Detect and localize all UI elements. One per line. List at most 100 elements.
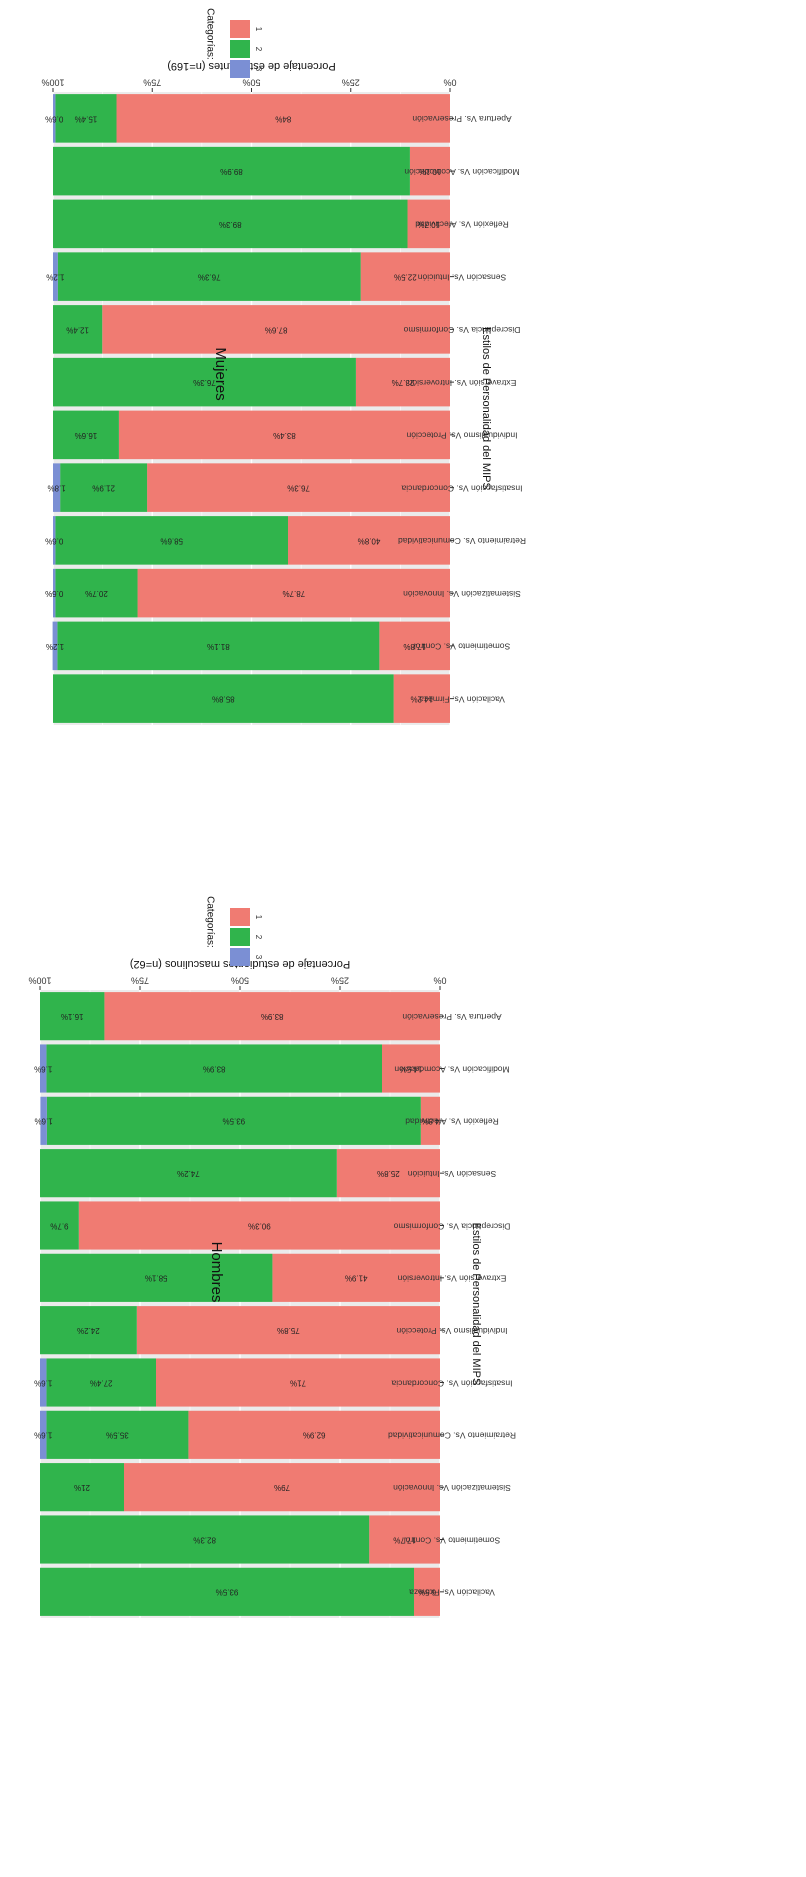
value-tick-label: 75% bbox=[131, 976, 149, 986]
bar-segment bbox=[116, 94, 451, 143]
data-label: 58.1% bbox=[145, 1274, 168, 1283]
category-label: Extraversión Vs. Introversión bbox=[407, 378, 516, 388]
bar-segment bbox=[52, 621, 58, 671]
bar-segment bbox=[53, 463, 61, 512]
data-label: 24.2% bbox=[77, 1326, 100, 1335]
value-tick-label: 50% bbox=[231, 976, 249, 986]
data-label: 35.5% bbox=[106, 1431, 129, 1440]
category-label: Reflexión Vs. Afectividad bbox=[415, 220, 509, 230]
data-label: 93.5% bbox=[222, 1117, 245, 1126]
data-label: 87.6% bbox=[265, 325, 288, 334]
category-label: Insatisfacción Vs. Concordancia bbox=[391, 1378, 512, 1388]
panel-title: Hombres bbox=[208, 1242, 225, 1303]
bar-segment bbox=[57, 252, 361, 301]
legend-label: 1 bbox=[254, 915, 263, 920]
category-label: Discrepancia Vs. Conformismo bbox=[393, 1221, 510, 1231]
bar-segment bbox=[137, 568, 450, 618]
bar-segment bbox=[382, 1044, 440, 1093]
legend-label: 3 bbox=[254, 67, 263, 72]
bar-segment bbox=[104, 992, 441, 1041]
category-label: Sometimiento Vs. Control bbox=[414, 642, 510, 652]
legend-title: Categorías: bbox=[204, 8, 215, 60]
bar-segment bbox=[40, 1567, 414, 1616]
data-label: 0.6% bbox=[45, 589, 63, 598]
data-label: 25.8% bbox=[377, 1169, 400, 1178]
category-label: Vacilación Vs. Firmeza bbox=[409, 1588, 495, 1598]
bar-segment bbox=[53, 146, 410, 196]
bar-segment bbox=[40, 1253, 273, 1302]
bar-segment bbox=[40, 1096, 47, 1145]
data-label: 75.8% bbox=[277, 1326, 300, 1335]
data-label: 15.4% bbox=[75, 114, 98, 123]
bar-segment bbox=[40, 1201, 79, 1250]
bar-segment bbox=[420, 1096, 440, 1145]
bar-segment bbox=[409, 146, 450, 196]
data-label: 0.6% bbox=[45, 114, 63, 123]
data-label: 16.1% bbox=[61, 1012, 84, 1021]
data-label: 10.1% bbox=[419, 167, 442, 176]
data-label: 40.8% bbox=[358, 536, 381, 545]
data-label: 93.5% bbox=[216, 1588, 239, 1597]
category-label: Apertura Vs. Preservación bbox=[402, 1012, 501, 1022]
category-label: Sensación Vs. Intuición bbox=[408, 1169, 497, 1179]
category-label: Vacilación Vs. Firmeza bbox=[419, 694, 505, 704]
category-label: Sistematización Vs. Innovación bbox=[393, 1483, 511, 1493]
value-tick-label: 0% bbox=[443, 78, 456, 88]
bar-segment bbox=[124, 1463, 440, 1512]
data-label: 23.7% bbox=[392, 378, 415, 387]
data-label: 27.4% bbox=[90, 1378, 113, 1387]
bar-segment bbox=[46, 1358, 156, 1407]
bar-segment bbox=[53, 357, 356, 407]
bar-segment bbox=[46, 1096, 421, 1145]
bar-segment bbox=[40, 1410, 47, 1459]
bar-segment bbox=[118, 410, 450, 460]
bar-segment bbox=[355, 357, 450, 407]
category-label: Sometimiento Vs. Control bbox=[404, 1535, 500, 1545]
bar-segment bbox=[147, 463, 451, 512]
data-label: 17.8% bbox=[403, 642, 426, 651]
data-label: 71% bbox=[290, 1378, 306, 1387]
bar-segment bbox=[40, 992, 105, 1041]
category-label: Discrepancia Vs. Conformismo bbox=[403, 325, 520, 335]
data-label: 1.6% bbox=[34, 1378, 52, 1387]
bar-segment bbox=[78, 1201, 441, 1250]
value-tick-label: 100% bbox=[41, 78, 64, 88]
bar-segment bbox=[46, 1410, 189, 1459]
data-label: 21.9% bbox=[92, 484, 115, 493]
legend-swatch bbox=[230, 40, 250, 58]
bar-segment bbox=[40, 1149, 337, 1198]
bar-segment bbox=[272, 1253, 440, 1302]
data-label: 85.8% bbox=[212, 695, 235, 704]
data-label: 83.9% bbox=[203, 1064, 226, 1073]
data-label: 14.2% bbox=[410, 695, 433, 704]
bar-segment bbox=[53, 674, 394, 723]
data-label: 6.5% bbox=[418, 1588, 436, 1597]
value-tick-label: 75% bbox=[143, 78, 161, 88]
data-label: 9.7% bbox=[50, 1221, 68, 1230]
bar-segment bbox=[336, 1149, 440, 1198]
data-label: 83.4% bbox=[273, 431, 296, 440]
data-label: 16.6% bbox=[75, 431, 98, 440]
bar-segment bbox=[55, 516, 289, 565]
category-label: Modificación Vs. Acomodación bbox=[394, 1064, 510, 1074]
legend-swatch bbox=[230, 928, 250, 946]
bar-segment bbox=[53, 305, 103, 354]
data-label: 76.3% bbox=[287, 484, 310, 493]
bar-segment bbox=[156, 1358, 440, 1407]
bar-segment bbox=[188, 1410, 440, 1459]
data-label: 81.1% bbox=[207, 642, 230, 651]
category-label: Individualismo Vs. Protección bbox=[406, 431, 517, 441]
data-label: 89.3% bbox=[219, 220, 242, 229]
bar-segment bbox=[102, 305, 450, 354]
bar-segment bbox=[53, 516, 56, 565]
category-label: Apertura Vs. Preservación bbox=[412, 114, 511, 124]
legend-title: Categorías: bbox=[204, 896, 215, 948]
bar-segment bbox=[379, 621, 450, 671]
data-label: 78.7% bbox=[282, 589, 305, 598]
bar-segment bbox=[288, 516, 450, 565]
bar-segment bbox=[53, 252, 58, 301]
data-label: 1.6% bbox=[34, 1431, 52, 1440]
legend-swatch bbox=[230, 908, 250, 926]
data-label: 76.3% bbox=[193, 378, 216, 387]
data-label: 82.3% bbox=[193, 1535, 216, 1544]
